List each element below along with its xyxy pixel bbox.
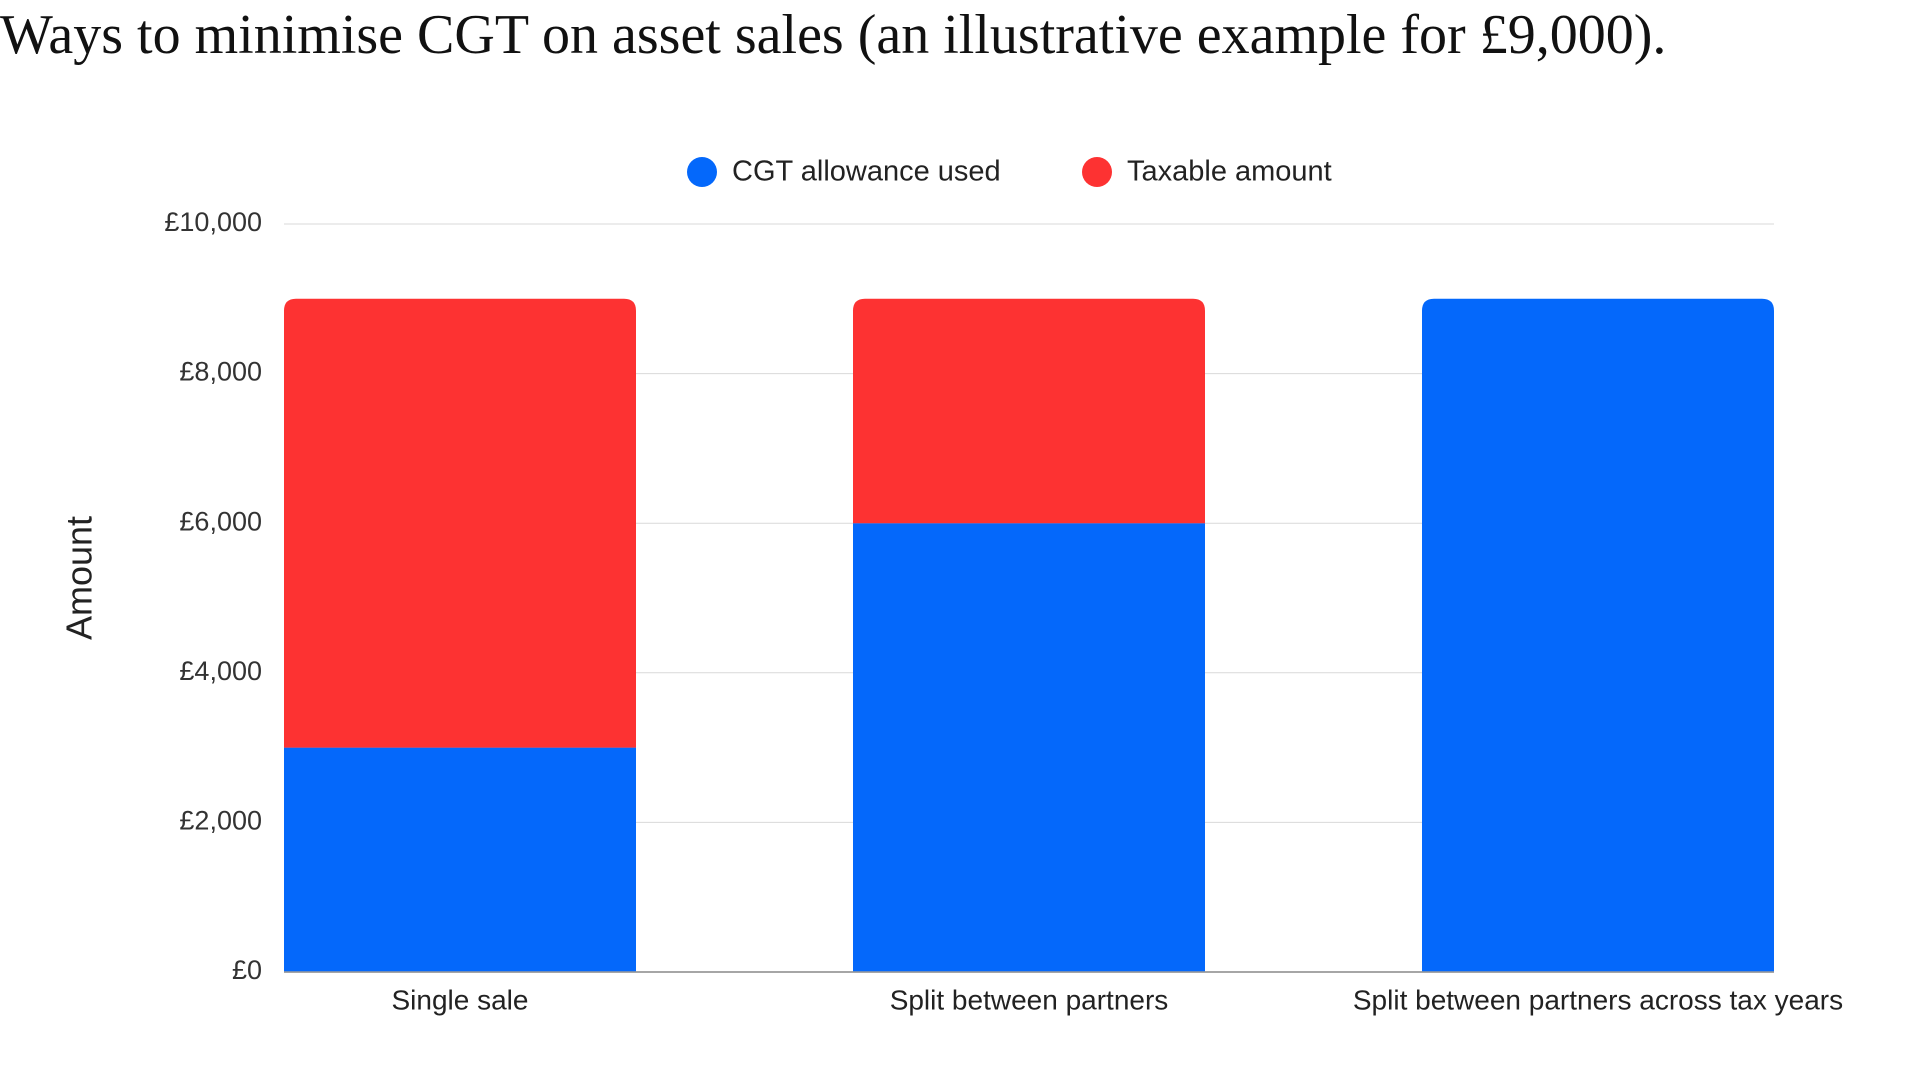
legend-marker (1082, 157, 1112, 187)
x-tick-label: Split between partners (890, 984, 1169, 1015)
y-tick-label: £8,000 (179, 357, 262, 387)
bar-segment (284, 298, 636, 748)
legend-marker (687, 157, 717, 187)
chart-title: Ways to minimise CGT on asset sales (an … (0, 4, 1666, 66)
y-tick-label: £2,000 (179, 806, 262, 836)
y-axis-title: Amount (59, 516, 100, 640)
bar-segment (1422, 298, 1774, 972)
legend-label: CGT allowance used (732, 156, 1001, 188)
x-tick-label: Single sale (392, 984, 529, 1015)
y-tick-label: £10,000 (164, 207, 262, 237)
bar-segment (284, 747, 636, 972)
bar-segment (853, 298, 1205, 524)
legend-label: Taxable amount (1127, 156, 1332, 188)
y-tick-label: £6,000 (179, 506, 262, 536)
x-tick-label: Split between partners across tax years (1353, 984, 1843, 1015)
y-tick-label: £0 (232, 955, 262, 985)
bar-segment (853, 523, 1205, 972)
y-tick-label: £4,000 (179, 656, 262, 686)
